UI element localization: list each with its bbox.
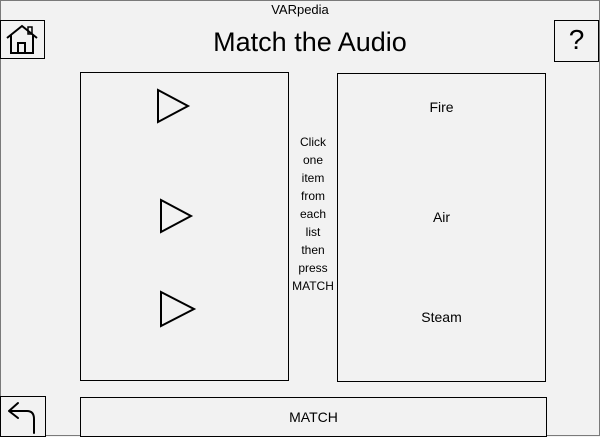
play-icon bbox=[157, 88, 191, 124]
window-title-bar: VARpedia bbox=[0, 0, 600, 20]
word-list: Fire Air Steam bbox=[337, 73, 546, 382]
instruction-line: item bbox=[301, 171, 325, 185]
instruction-line: list bbox=[305, 225, 321, 239]
home-icon bbox=[6, 24, 38, 54]
window-title: VARpedia bbox=[271, 2, 329, 17]
word-item-air[interactable]: Air bbox=[432, 209, 451, 225]
instruction-line: from bbox=[301, 189, 325, 203]
page-title: Match the Audio bbox=[213, 27, 407, 57]
play-icon bbox=[160, 290, 197, 328]
instruction-line: each bbox=[299, 207, 327, 221]
instruction-line: press bbox=[298, 261, 328, 275]
back-arrow-icon bbox=[8, 402, 35, 434]
instruction-line: one bbox=[302, 153, 324, 167]
back-button[interactable] bbox=[0, 396, 46, 437]
audio-list bbox=[80, 72, 289, 381]
play-audio-button-3[interactable] bbox=[158, 289, 198, 329]
help-label: ? bbox=[568, 24, 585, 55]
word-item-steam[interactable]: Steam bbox=[421, 309, 462, 325]
home-button[interactable] bbox=[0, 20, 45, 59]
help-button[interactable]: ? bbox=[554, 20, 599, 62]
play-audio-button-1[interactable] bbox=[155, 87, 195, 127]
instruction-line: MATCH bbox=[292, 279, 334, 293]
play-icon bbox=[160, 198, 194, 234]
instruction-line: Click bbox=[300, 135, 326, 149]
instruction-line: then bbox=[301, 243, 325, 257]
match-button-label: MATCH bbox=[289, 409, 338, 425]
play-audio-button-2[interactable] bbox=[158, 197, 198, 237]
word-item-fire[interactable]: Fire bbox=[429, 99, 454, 115]
instructions-text: Click one item from each list then press… bbox=[290, 133, 336, 295]
match-button[interactable]: MATCH bbox=[80, 397, 547, 437]
